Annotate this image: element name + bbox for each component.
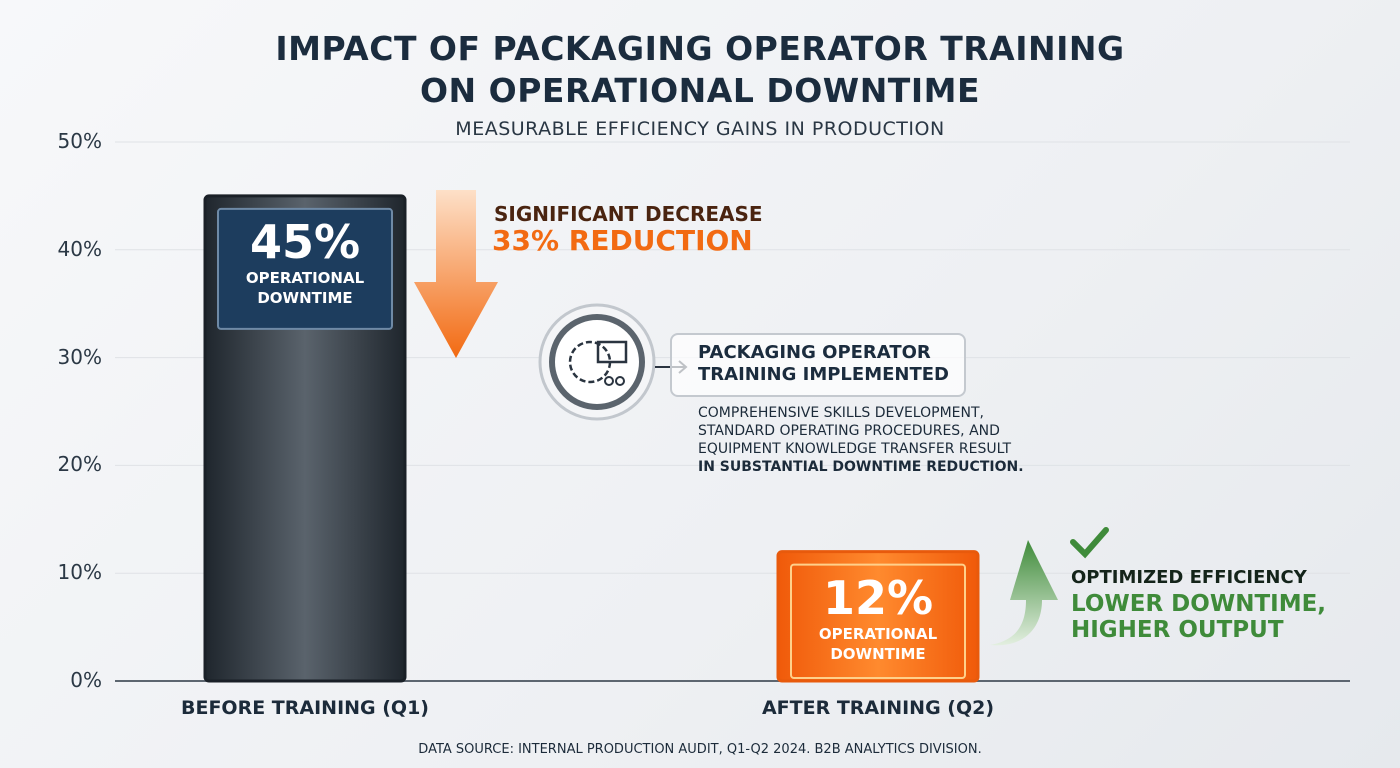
value-sublabel-2: DOWNTIME — [257, 288, 353, 307]
training-gear-icon — [538, 303, 688, 421]
title-line-2: ON OPERATIONAL DOWNTIME — [420, 71, 980, 110]
optimized-line-3: HIGHER OUTPUT — [1071, 617, 1284, 643]
up-arrow-icon — [990, 540, 1058, 646]
value-label-box — [217, 207, 393, 330]
value-label: 12% OPERATIONAL DOWNTIME — [791, 572, 965, 664]
y-tick-label: 0% — [70, 668, 102, 692]
training-title: PACKAGING OPERATOR TRAINING IMPLEMENTED — [698, 342, 949, 386]
down-arrow-icon — [414, 190, 498, 358]
training-description: COMPREHENSIVE SKILLS DEVELOPMENT, STANDA… — [698, 404, 1024, 476]
y-tick-label: 40% — [57, 236, 102, 261]
chart-title: IMPACT OF PACKAGING OPERATOR TRAINING ON… — [0, 28, 1400, 112]
optimized-sublabel: LOWER DOWNTIME, HIGHER OUTPUT — [1071, 591, 1326, 643]
training-desc-line-3: EQUIPMENT KNOWLEDGE TRANSFER RESULT — [698, 441, 1012, 457]
decrease-label: SIGNIFICANT DECREASE — [494, 202, 763, 226]
y-tick-label: 50% — [57, 129, 102, 153]
value-label-box — [790, 563, 966, 680]
training-title-line-1: PACKAGING OPERATOR — [698, 342, 931, 363]
bar-after-training — [776, 550, 980, 683]
value-sublabel-1: OPERATIONAL — [818, 624, 938, 643]
training-callout-box — [670, 333, 966, 397]
value-percent: 12% — [822, 570, 934, 625]
optimized-line-2: LOWER DOWNTIME, — [1071, 591, 1327, 617]
training-desc-line-4: IN SUBSTANTIAL DOWNTIME REDUCTION. — [698, 459, 1024, 475]
x-category-label: BEFORE TRAINING (Q1) — [180, 697, 429, 719]
training-desc-line-1: COMPREHENSIVE SKILLS DEVELOPMENT, — [698, 405, 984, 421]
optimized-label: OPTIMIZED EFFICIENCY — [1071, 567, 1307, 588]
y-tick-label: 10% — [57, 560, 102, 585]
value-percent: 45% — [249, 214, 361, 269]
training-title-line-2: TRAINING IMPLEMENTED — [698, 364, 949, 385]
training-desc-line-2: STANDARD OPERATING PROCEDURES, AND — [698, 423, 1000, 439]
value-sublabel-2: DOWNTIME — [830, 644, 926, 663]
y-tick-label: 20% — [57, 452, 102, 477]
chart-subtitle: MEASURABLE EFFICIENCY GAINS IN PRODUCTIO… — [455, 118, 945, 140]
checkmark-icon — [1070, 527, 1109, 559]
y-tick-label: 30% — [57, 344, 102, 369]
x-category-label: AFTER TRAINING (Q2) — [761, 697, 995, 719]
value-sublabel-1: OPERATIONAL — [245, 268, 365, 287]
title-line-1: IMPACT OF PACKAGING OPERATOR TRAINING — [275, 29, 1125, 68]
value-label: 45% OPERATIONAL DOWNTIME — [218, 216, 392, 308]
data-source-note: DATA SOURCE: INTERNAL PRODUCTION AUDIT, … — [418, 742, 982, 757]
reduction-label: 33% REDUCTION — [492, 224, 753, 257]
